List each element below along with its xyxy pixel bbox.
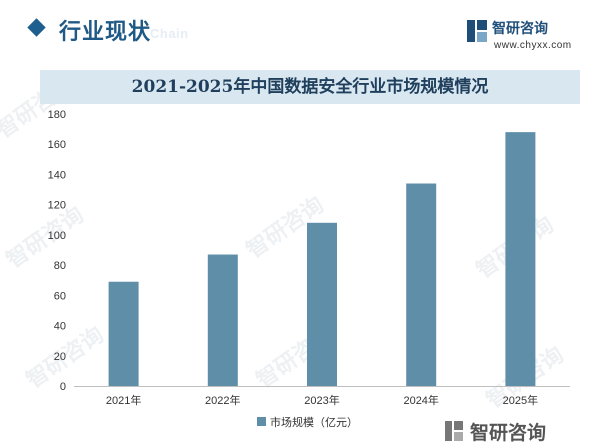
y-tick-label: 80 [54, 260, 66, 272]
footer-brand: 智研咨询 [444, 418, 584, 444]
chart-title: 2021-2025年中国数据安全行业市场规模情况 [131, 77, 489, 97]
y-tick-label: 20 [54, 351, 66, 363]
y-tick-label: 60 [54, 290, 66, 302]
y-tick-label: 0 [60, 381, 66, 393]
bar [307, 222, 337, 386]
y-tick-label: 120 [48, 200, 66, 212]
brand-url: www.chyxx.com [494, 40, 572, 51]
y-tick-label: 160 [48, 139, 66, 151]
brand-logo-icon [467, 20, 487, 42]
bar [505, 132, 536, 386]
footer-brand-name: 智研咨询 [470, 422, 547, 444]
x-tick-label: 2024年 [403, 393, 438, 407]
x-tick-label: 2025年 [503, 393, 538, 407]
y-tick-label: 100 [48, 230, 66, 242]
y-tick-label: 140 [48, 169, 66, 181]
x-tick-label: 2022年 [205, 393, 240, 407]
y-tick-label: 40 [54, 321, 66, 333]
footer-logo-icon [445, 421, 463, 441]
section-title: 行业现状 [59, 20, 152, 45]
x-tick-label: 2023年 [304, 393, 339, 407]
legend-swatch [257, 417, 266, 426]
brand-name: 智研咨询 [492, 21, 548, 37]
y-tick-label: 180 [48, 109, 66, 121]
ghost-text: Chain [150, 26, 189, 41]
page-header: 行业现状 Chain 智研咨询 www.chyxx.com [0, 0, 600, 64]
bar [406, 183, 437, 386]
bar [207, 254, 238, 386]
brand-logo-block: 智研咨询 www.chyxx.com [466, 14, 586, 54]
legend-label: 市场规模（亿元） [270, 415, 358, 429]
bar [108, 281, 139, 386]
chart-title-band: 2021-2025年中国数据安全行业市场规模情况 [40, 70, 580, 104]
x-tick-label: 2021年 [106, 393, 141, 407]
